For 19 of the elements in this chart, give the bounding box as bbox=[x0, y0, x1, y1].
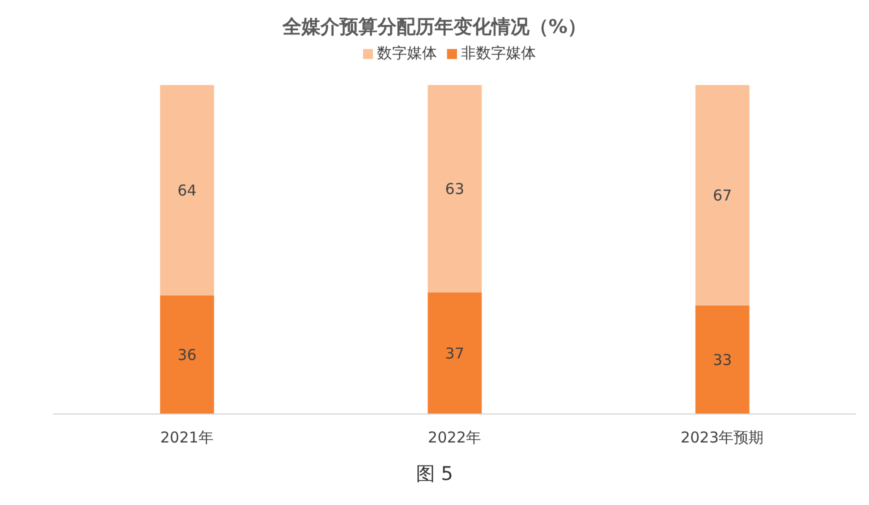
caption: 图 5 bbox=[414, 462, 454, 487]
x-tick-label: 2022年 bbox=[428, 428, 482, 447]
bar bbox=[695, 85, 750, 306]
data-label: 37 bbox=[445, 344, 464, 362]
data-label: 33 bbox=[712, 351, 732, 370]
legend-label: 非数字媒体 bbox=[461, 44, 536, 62]
data-label: 64 bbox=[178, 182, 197, 200]
bar bbox=[428, 292, 482, 414]
legend-label: 数字媒体 bbox=[377, 44, 437, 62]
data-label: 63 bbox=[445, 180, 464, 198]
bar bbox=[160, 296, 214, 414]
x-tick-label: 2021年 bbox=[160, 428, 214, 447]
x-tick-label: 2023年预期 bbox=[680, 428, 764, 447]
bar bbox=[160, 85, 214, 296]
bar bbox=[428, 85, 482, 292]
bar bbox=[695, 305, 750, 414]
data-label: 36 bbox=[178, 346, 197, 364]
chart-title: 全媒介预算分配历年变化情况（%） bbox=[281, 15, 588, 40]
data-label: 67 bbox=[712, 186, 732, 205]
